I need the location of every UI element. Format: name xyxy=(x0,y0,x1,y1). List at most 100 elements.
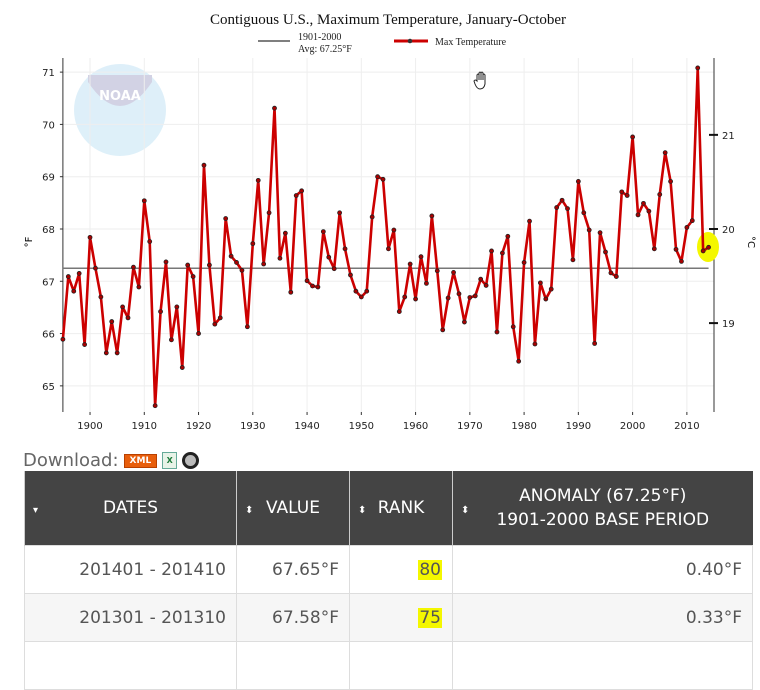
data-point xyxy=(499,250,505,256)
x-tick-label: 1990 xyxy=(566,421,591,432)
data-point xyxy=(320,229,326,235)
data-point xyxy=(619,189,625,195)
header-anomaly[interactable]: ⬍ ANOMALY (67.25°F) 1901-2000 BASE PERIOD xyxy=(452,471,753,546)
x-tick-label: 2010 xyxy=(674,421,699,432)
data-point xyxy=(131,264,136,270)
data-point xyxy=(326,254,332,260)
data-point xyxy=(554,205,560,210)
data-point xyxy=(478,276,484,282)
data-point xyxy=(196,331,201,336)
excel-download-icon[interactable]: X xyxy=(162,452,178,469)
series-line xyxy=(61,66,710,408)
data-point xyxy=(668,179,673,184)
data-point xyxy=(299,188,305,194)
data-point xyxy=(261,261,267,267)
data-point xyxy=(646,208,652,214)
data-point xyxy=(510,324,516,330)
header-value[interactable]: ⬍ VALUE xyxy=(236,471,350,546)
hand-cursor-icon xyxy=(473,71,486,90)
y-tick-label: 71 xyxy=(42,68,55,79)
data-table: ▾ DATES ⬍ VALUE ⬍ RANK ⬍ ANOMALY (67.25°F) 19… xyxy=(24,471,753,690)
x-tick-label: 1900 xyxy=(77,421,102,432)
x-tick-label: 1910 xyxy=(132,421,157,432)
data-point xyxy=(391,227,397,233)
data-point xyxy=(689,218,695,224)
x-tick-label: 1950 xyxy=(349,421,374,432)
data-point xyxy=(71,288,77,294)
cell-value: 67.65°F xyxy=(236,545,350,594)
x-tick-label: 1980 xyxy=(511,421,536,432)
data-point xyxy=(120,304,125,310)
data-point xyxy=(483,283,489,288)
data-point xyxy=(282,230,288,236)
data-point xyxy=(451,269,456,275)
other-format-download-icon[interactable] xyxy=(182,452,200,469)
download-bar: Download: XML X xyxy=(23,450,200,471)
data-point xyxy=(141,198,147,204)
data-point xyxy=(364,288,370,294)
chart-title: Contiguous U.S., Maximum Temperature, Ja… xyxy=(210,12,566,28)
data-point xyxy=(206,262,212,268)
y-tick-label-right: 20 xyxy=(722,225,735,236)
data-point xyxy=(489,248,494,254)
header-rank[interactable]: ⬍ RANK xyxy=(349,471,453,546)
x-tick-label: 1930 xyxy=(240,421,265,432)
data-point xyxy=(223,216,229,221)
data-point xyxy=(624,193,630,198)
table-row xyxy=(24,641,753,690)
data-point xyxy=(358,294,364,300)
header-dates[interactable]: ▾ DATES xyxy=(24,471,237,546)
data-point xyxy=(87,234,93,240)
y-tick-label: 66 xyxy=(42,330,55,341)
data-point xyxy=(456,291,462,297)
data-point xyxy=(255,177,261,183)
data-point xyxy=(424,280,429,286)
data-point xyxy=(700,248,706,254)
data-point xyxy=(445,295,451,301)
data-point xyxy=(532,341,538,347)
cell-dates: 201301 - 201310 xyxy=(24,593,237,642)
data-point xyxy=(613,274,619,279)
y-tick-label-right: 21 xyxy=(722,131,735,142)
cell-value: 67.58°F xyxy=(236,593,350,642)
sort-icon: ⬍ xyxy=(461,505,470,516)
data-point xyxy=(277,255,283,261)
data-point xyxy=(386,246,391,252)
data-point xyxy=(174,304,180,310)
data-point xyxy=(657,192,663,197)
data-point xyxy=(559,197,565,203)
data-point xyxy=(82,342,88,347)
data-point xyxy=(337,210,343,216)
data-point xyxy=(706,244,711,250)
data-point xyxy=(586,227,592,233)
noaa-logo: NOAA xyxy=(74,64,166,156)
data-point xyxy=(380,176,386,182)
data-point xyxy=(462,319,467,325)
legend-series-marker xyxy=(407,38,413,44)
data-point xyxy=(548,286,554,292)
data-point xyxy=(537,280,543,286)
y-axis-label-left: °F xyxy=(24,236,35,247)
data-point xyxy=(125,315,131,321)
data-point xyxy=(651,246,657,252)
table-row: 201401 - 201410 67.65°F 80 0.40°F xyxy=(24,545,753,594)
data-point xyxy=(98,294,104,300)
data-point xyxy=(163,259,169,265)
data-point xyxy=(630,134,636,140)
data-point xyxy=(592,341,598,346)
data-point xyxy=(169,337,174,343)
data-point xyxy=(396,309,402,315)
y-tick-label: 68 xyxy=(42,225,55,236)
data-point xyxy=(434,268,440,274)
data-point xyxy=(152,403,158,409)
data-point xyxy=(407,261,413,267)
cell-anomaly: 0.33°F xyxy=(452,593,753,642)
data-point xyxy=(158,309,163,315)
legend-baseline-label: 1901-2000 xyxy=(298,32,341,43)
sort-desc-icon: ▾ xyxy=(33,505,39,516)
cell-dates: 201401 - 201410 xyxy=(24,545,237,594)
sort-icon: ⬍ xyxy=(245,505,254,516)
cell-anomaly: 0.40°F xyxy=(452,545,753,594)
xml-download-button[interactable]: XML xyxy=(123,453,158,468)
data-point xyxy=(375,174,380,180)
